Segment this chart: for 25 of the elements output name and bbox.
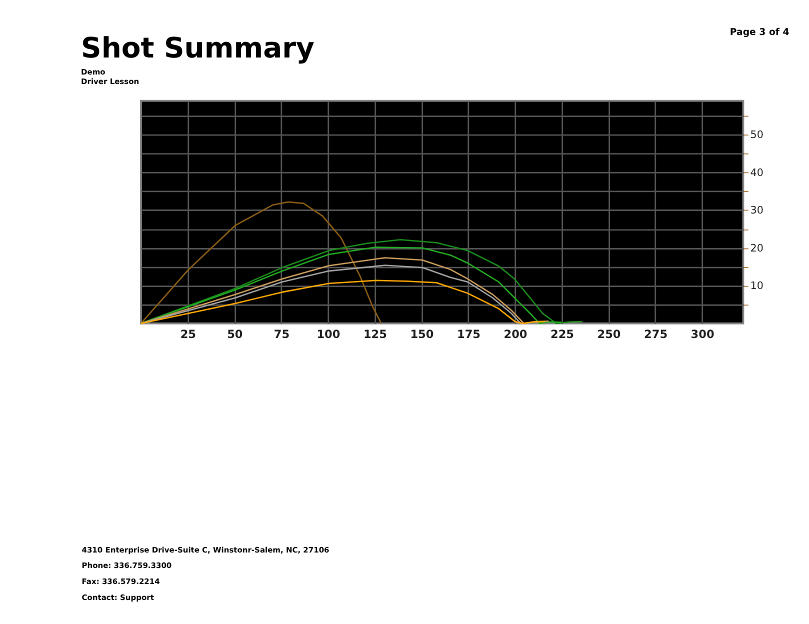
y-tick-label: 40	[750, 166, 764, 179]
chart-title: Shot Summary	[81, 32, 314, 65]
y-tick-label: 20	[750, 242, 764, 254]
text: Page 3 of 4	[730, 27, 790, 38]
text: 4310 Enterprise Drive-Suite C, Winstonr-Salem, NC, 27106	[82, 545, 330, 554]
x-tick-label: 50	[227, 328, 243, 342]
y-tick-label: 50	[750, 129, 764, 142]
x-tick-label: 150	[410, 328, 434, 342]
x-tick-label: 200	[504, 328, 528, 342]
x-tick-label: 250	[597, 328, 621, 342]
x-tick-label: 275	[644, 328, 668, 342]
x-tick-label: 300	[690, 328, 714, 342]
x-tick-label: 175	[456, 328, 481, 342]
text: Contact: Support	[82, 593, 154, 602]
text: Fax: 336.579.2214	[82, 577, 160, 586]
x-tick-label: 75	[274, 328, 290, 342]
y-tick-label: 10	[750, 280, 764, 292]
x-tick-label: 225	[550, 328, 574, 342]
text: Driver Lesson	[81, 76, 140, 86]
x-tick-label: 100	[316, 328, 340, 342]
x-tick-label: 125	[363, 328, 388, 342]
y-tick-label: 30	[750, 204, 764, 217]
text: Phone: 336.759.3300	[82, 561, 172, 570]
text: Demo	[81, 67, 106, 76]
x-tick-label: 25	[180, 328, 196, 342]
